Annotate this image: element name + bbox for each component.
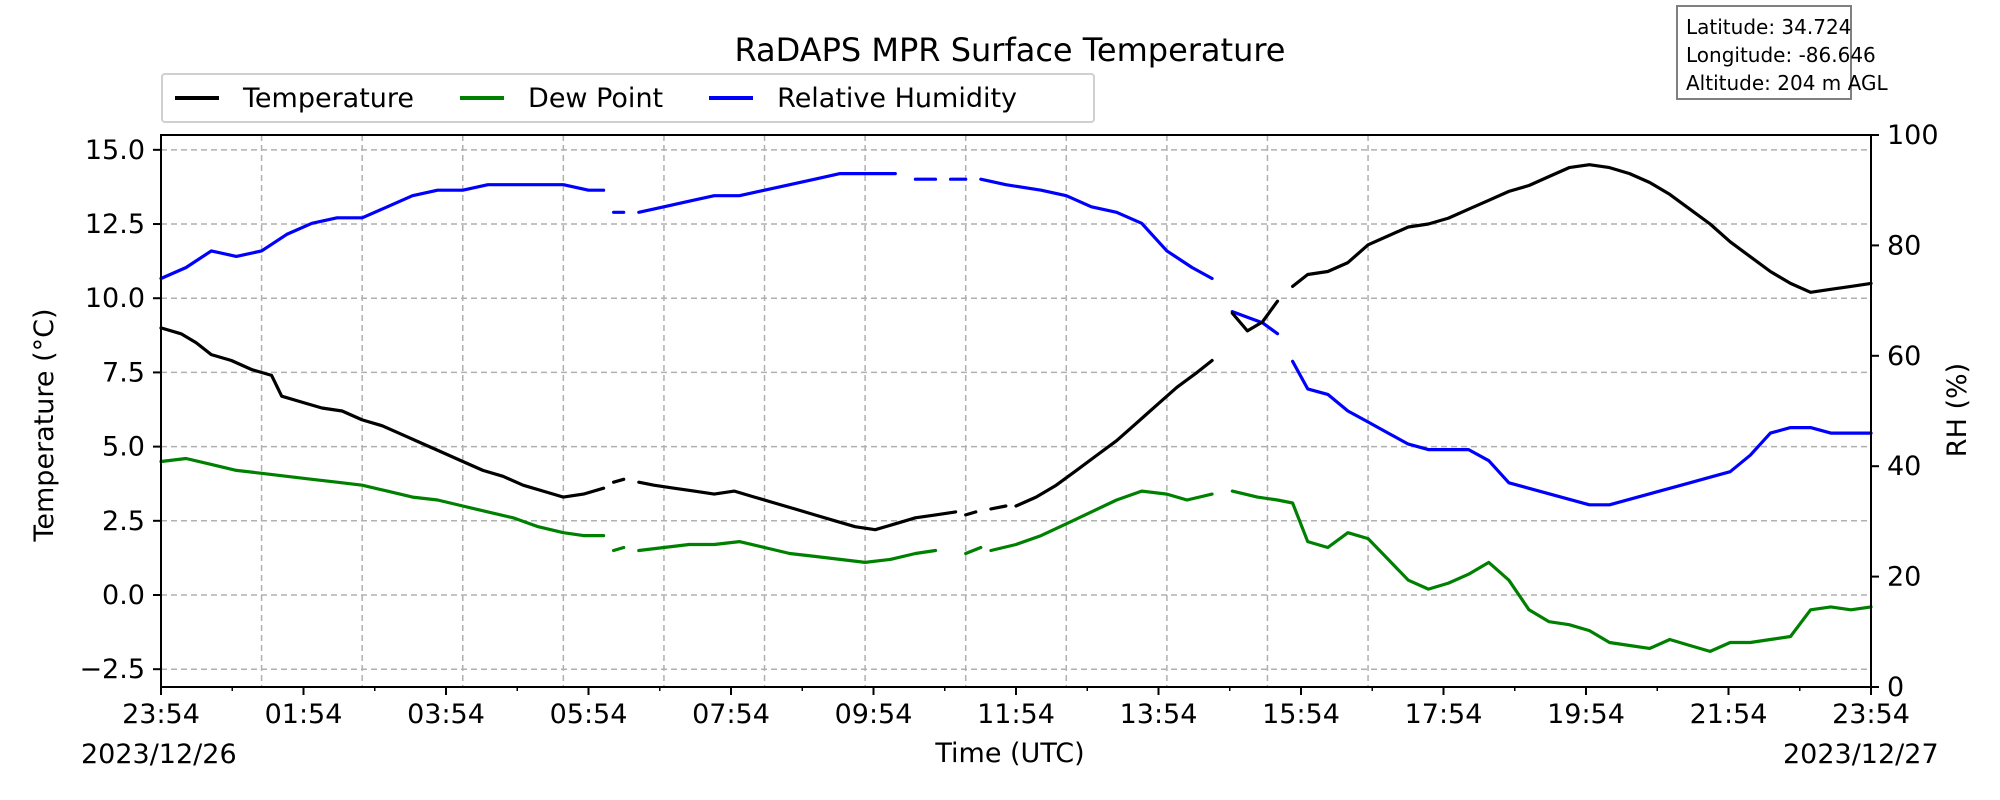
date-label-left: 2023/12/26 <box>81 739 237 770</box>
date-label-right: 2023/12/27 <box>1783 739 1939 770</box>
y2-tick-label: 60 <box>1887 341 1921 372</box>
x-tick-label: 05:54 <box>550 699 628 730</box>
altitude-text: Altitude: 204 m AGL <box>1686 71 1888 95</box>
series-line-dew-point <box>637 540 938 564</box>
y-tick-label: 2.5 <box>102 506 145 537</box>
grid-lines <box>160 135 1871 687</box>
series-line-dew-point <box>1230 489 1873 653</box>
legend-swatch-dew-point <box>460 96 505 100</box>
series-line-temperature <box>637 480 958 532</box>
x-tick-label: 23:54 <box>1832 699 1910 730</box>
x-axis: 23:54 01:54 03:54 05:54 07:54 09:54 11:54 13:54… <box>122 687 1910 730</box>
x-tick-label: 23:54 <box>122 699 200 730</box>
y-axis-left: −2.5 0.0 2.5 5.0 7.5 10.0 12.5 15.0 <box>79 135 161 685</box>
series-line-temperature <box>1014 358 1214 508</box>
x-tick-label: 11:54 <box>977 699 1055 730</box>
y-tick-label: 0.0 <box>102 580 145 611</box>
series-line-relative-humidity <box>637 172 897 214</box>
series-line-temperature <box>612 477 626 484</box>
y-axis-right: 0 20 40 60 80 100 <box>1871 120 1939 703</box>
y-tick-label: −2.5 <box>79 654 145 685</box>
legend-item-temperature: Temperature <box>171 83 414 114</box>
series-line-relative-humidity <box>1291 359 1873 507</box>
legend-swatch-temperature <box>175 96 219 100</box>
series-line-temperature <box>964 510 978 517</box>
x-axis-label: Time (UTC) <box>934 738 1084 769</box>
series-line-dew-point <box>989 489 1214 553</box>
series-line-relative-humidity <box>159 183 606 281</box>
series-line-temperature <box>1291 163 1873 294</box>
y-tick-label: 10.0 <box>85 283 145 314</box>
legend-swatch-relative-humidity <box>709 96 754 100</box>
x-tick-label: 15:54 <box>1262 699 1340 730</box>
y2-tick-label: 20 <box>1887 562 1921 593</box>
series-line-relative-humidity <box>979 177 1214 281</box>
series-line-dew-point <box>159 456 606 538</box>
plot-frame <box>160 134 1872 688</box>
y-tick-label: 7.5 <box>102 357 145 388</box>
x-tick-label: 17:54 <box>1405 699 1483 730</box>
y-tick-label: 12.5 <box>85 209 145 240</box>
legend: Temperature Dew Point Relative Humidity <box>161 73 1095 123</box>
legend-item-dew-point: Dew Point <box>456 83 663 114</box>
y2-axis-label: RH (%) <box>1942 363 1973 457</box>
series-line-temperature <box>159 326 606 499</box>
x-tick-label: 03:54 <box>407 699 485 730</box>
x-tick-label: 13:54 <box>1120 699 1198 730</box>
series-layer <box>159 163 1873 653</box>
y2-tick-label: 40 <box>1887 451 1921 482</box>
location-info-box: Latitude: 34.724 Longitude: -86.646 Alti… <box>1676 5 1888 100</box>
chart-title: RaDAPS MPR Surface Temperature <box>735 31 1286 69</box>
series-line-dew-point <box>964 545 983 556</box>
x-tick-label: 07:54 <box>692 699 770 730</box>
x-tick-label: 01:54 <box>265 699 343 730</box>
y-tick-label: 15.0 <box>85 135 145 166</box>
legend-label-relative-humidity: Relative Humidity <box>777 82 1018 114</box>
legend-label-temperature: Temperature <box>243 82 415 114</box>
y2-tick-label: 0 <box>1887 672 1904 703</box>
longitude-text: Longitude: -86.646 <box>1686 43 1876 67</box>
series-line-temperature <box>989 504 1008 511</box>
y2-tick-label: 80 <box>1887 230 1921 261</box>
legend-label-dew-point: Dew Point <box>528 82 664 114</box>
legend-item-relative-humidity: Relative Humidity <box>705 83 1017 114</box>
series-line-dew-point <box>612 545 626 553</box>
x-tick-label: 21:54 <box>1690 699 1768 730</box>
latitude-text: Latitude: 34.724 <box>1686 15 1852 39</box>
x-tick-label: 09:54 <box>835 699 913 730</box>
x-tick-label: 19:54 <box>1547 699 1625 730</box>
y-axis-label: Temperature (°C) <box>29 308 60 542</box>
y2-tick-label: 100 <box>1887 120 1939 151</box>
series-line-relative-humidity <box>1230 310 1280 336</box>
series-line-temperature <box>1230 299 1280 333</box>
y-tick-label: 5.0 <box>102 432 145 463</box>
